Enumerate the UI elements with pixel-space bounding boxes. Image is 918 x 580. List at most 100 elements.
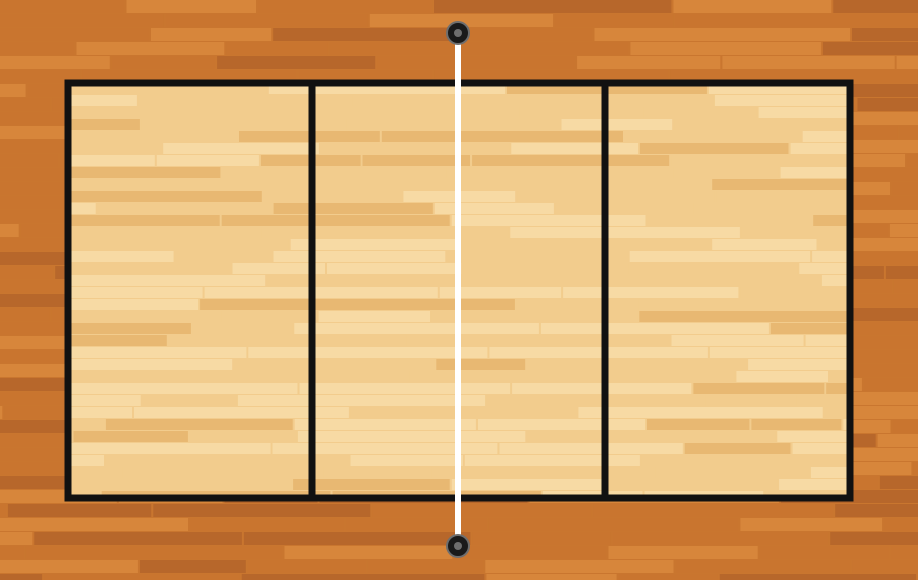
wood-plank	[68, 95, 137, 106]
wood-plank	[138, 95, 351, 106]
wood-plank	[540, 323, 769, 334]
wood-plank	[485, 560, 674, 573]
wood-plank	[578, 407, 823, 418]
wood-plank	[675, 560, 851, 573]
wood-plank	[258, 0, 433, 13]
wood-plank	[489, 347, 708, 358]
wood-plank	[248, 347, 488, 358]
wood-plank	[751, 419, 842, 430]
wood-plank	[142, 395, 236, 406]
wood-plank	[237, 395, 486, 406]
wood-plank	[798, 395, 850, 406]
wood-plank	[0, 476, 75, 489]
wood-plank	[68, 167, 221, 178]
wood-plank	[68, 287, 203, 298]
wood-plank	[263, 191, 402, 202]
wood-plank	[241, 574, 485, 580]
wood-plank	[369, 14, 554, 27]
wood-plank	[247, 560, 366, 573]
wood-plank	[464, 455, 640, 466]
wood-plank	[671, 155, 850, 166]
wood-plank	[294, 323, 539, 334]
wood-plank	[830, 371, 850, 382]
wood-plank	[68, 419, 104, 430]
wood-plank	[899, 126, 918, 139]
wood-plank	[740, 287, 850, 298]
wood-plank	[892, 182, 918, 195]
wood-plank	[141, 119, 345, 130]
wood-plank	[68, 311, 222, 322]
wood-plank	[852, 560, 918, 573]
wood-plank	[460, 239, 711, 250]
wood-plank	[645, 107, 757, 118]
wood-plank	[243, 532, 471, 545]
wood-plank	[299, 383, 511, 394]
wood-plank	[34, 532, 242, 545]
wood-plank	[593, 504, 834, 517]
wood-plank	[436, 359, 526, 370]
wood-plank	[156, 155, 259, 166]
wood-plank	[0, 574, 43, 580]
wood-plank	[68, 407, 132, 418]
wood-plank	[68, 239, 289, 250]
wood-plank	[290, 239, 459, 250]
wood-plank	[163, 143, 319, 154]
wood-plank	[0, 56, 110, 69]
wood-plank	[297, 431, 526, 442]
wood-plank	[736, 371, 828, 382]
wood-plank	[805, 335, 850, 346]
wood-plank	[913, 462, 918, 475]
wood-plank	[499, 443, 683, 454]
wood-plank	[630, 42, 821, 55]
wood-plank	[822, 42, 918, 55]
wood-plank	[517, 191, 715, 202]
wood-plank	[284, 546, 453, 559]
wood-plank	[628, 263, 798, 274]
wood-plank	[294, 419, 476, 430]
wood-plank	[893, 280, 918, 293]
wood-plank	[0, 560, 138, 573]
wood-plank	[434, 203, 554, 214]
wood-plank	[852, 28, 918, 41]
wood-plank	[722, 56, 895, 69]
wood-plank	[879, 476, 918, 489]
wood-plank	[68, 479, 292, 490]
wood-plank	[673, 0, 832, 13]
wood-plank	[522, 335, 670, 346]
wood-plank	[588, 371, 735, 382]
wood-plank	[68, 107, 135, 118]
wood-plank	[68, 383, 298, 394]
wood-plank	[327, 263, 462, 274]
wood-plank	[838, 406, 918, 419]
wood-plank	[460, 42, 629, 55]
wood-plank	[68, 335, 167, 346]
wood-plank	[792, 443, 850, 454]
wood-plank	[812, 251, 850, 262]
wood-plank	[68, 371, 283, 382]
wood-plank	[190, 518, 344, 531]
wood-plank	[638, 299, 850, 310]
wood-plank	[577, 56, 721, 69]
wood-plank	[346, 518, 487, 531]
wood-plank	[140, 560, 246, 573]
wood-plank	[833, 0, 918, 13]
wood-plank	[192, 323, 293, 334]
wood-plank	[362, 155, 470, 166]
wood-plank	[641, 455, 850, 466]
wood-plank	[232, 263, 325, 274]
wood-plank	[0, 210, 79, 223]
wood-plank	[68, 443, 271, 454]
wood-plank	[830, 532, 918, 545]
wood-plank	[581, 275, 820, 286]
wood-plank	[217, 56, 376, 69]
wood-plank	[447, 251, 628, 262]
wood-plank	[272, 443, 498, 454]
wood-plank	[367, 560, 484, 573]
wood-plank	[439, 287, 562, 298]
wood-plank	[842, 322, 918, 335]
wood-plank	[510, 227, 740, 238]
wood-plank	[896, 56, 918, 69]
wood-plank	[68, 323, 191, 334]
wood-plank	[456, 28, 593, 41]
wood-plank	[0, 546, 24, 559]
